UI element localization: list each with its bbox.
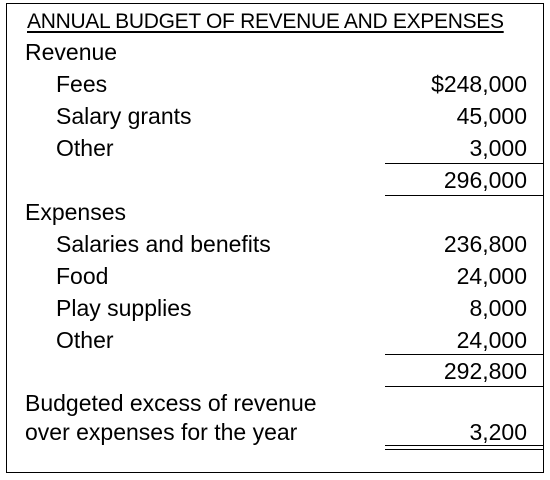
expenses-total: 292,800	[443, 358, 527, 384]
revenue-total-rule	[385, 195, 543, 196]
budget-title: ANNUAL BUDGET OF REVENUE AND EXPENSES	[27, 10, 504, 33]
revenue-item-amount: $248,000	[431, 71, 527, 97]
expense-item-amount: 236,800	[443, 231, 527, 257]
expense-item-amount: 8,000	[469, 295, 527, 321]
revenue-total: 296,000	[443, 167, 527, 193]
revenue-item-amount: 45,000	[456, 103, 527, 129]
revenue-heading: Revenue	[25, 39, 118, 65]
expense-item-amount: 24,000	[456, 327, 527, 353]
budget-frame: ANNUAL BUDGET OF REVENUE AND EXPENSES Re…	[6, 3, 544, 473]
expenses-total-rule	[385, 386, 543, 387]
expense-item-amount: 24,000	[456, 263, 527, 289]
expense-item-label: Other	[56, 327, 114, 353]
excess-amount: 3,200	[469, 419, 527, 445]
expenses-heading: Expenses	[25, 199, 127, 225]
revenue-item-label: Salary grants	[56, 103, 192, 129]
revenue-item-label: Other	[56, 135, 114, 161]
revenue-item-amount: 3,000	[469, 135, 527, 161]
revenue-item-label: Fees	[56, 71, 108, 97]
expenses-subtotal-rule	[385, 354, 543, 355]
excess-double-rule	[385, 445, 543, 450]
expense-item-label: Play supplies	[56, 295, 192, 321]
expense-item-label: Food	[56, 263, 109, 289]
revenue-subtotal-rule	[385, 163, 543, 164]
excess-label-line2: over expenses for the year	[25, 419, 298, 445]
excess-label-line1: Budgeted excess of revenue	[25, 390, 317, 416]
expense-item-label: Salaries and benefits	[56, 231, 271, 257]
